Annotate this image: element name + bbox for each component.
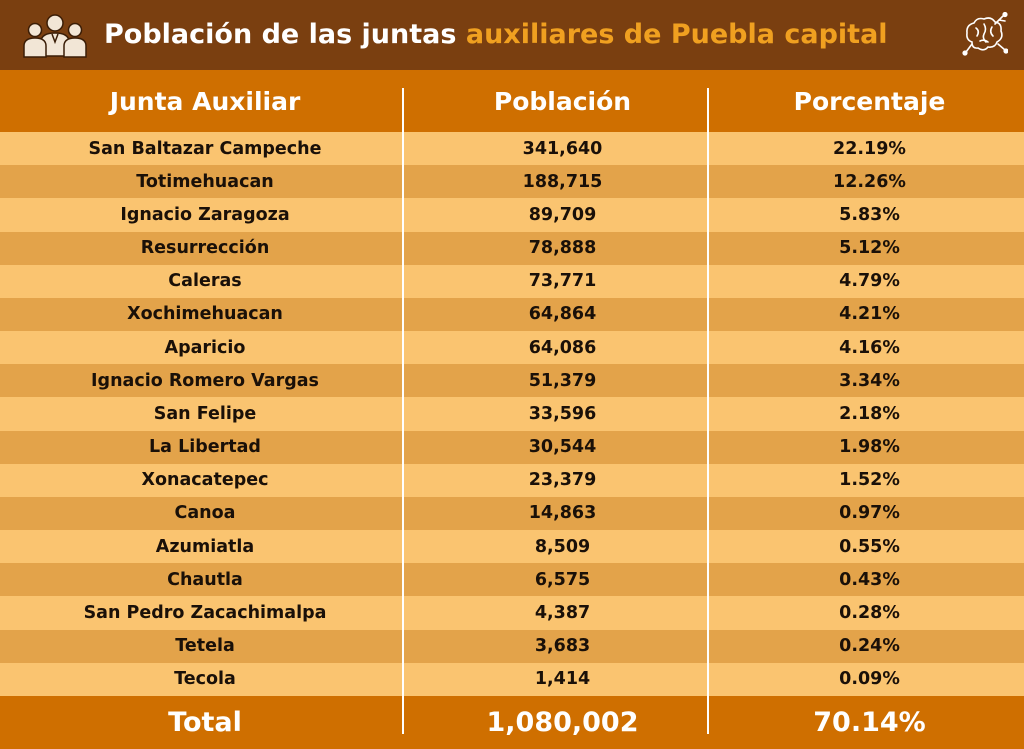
cell-poblacion: 6,575 bbox=[534, 569, 591, 590]
cell-porcentaje: 4.79% bbox=[839, 271, 900, 292]
table-row: Totimehuacan 188,715 12.26% bbox=[0, 165, 1024, 199]
cell-porcentaje: 4.21% bbox=[839, 304, 900, 325]
cell-poblacion: 4,387 bbox=[534, 602, 591, 623]
cell-porcentaje: 1.52% bbox=[839, 470, 900, 491]
cell-porcentaje: 0.97% bbox=[839, 503, 900, 524]
cell-junta: San Pedro Zacachimalpa bbox=[83, 602, 327, 623]
table-row: Tetela 3,683 0.24% bbox=[0, 629, 1024, 663]
cell-junta: San Felipe bbox=[153, 403, 257, 424]
cell-poblacion: 188,715 bbox=[522, 171, 603, 192]
people-group-icon bbox=[23, 14, 87, 58]
cell-junta: Azumiatla bbox=[155, 536, 255, 557]
cell-poblacion: 64,086 bbox=[528, 337, 597, 358]
cell-porcentaje: 3.34% bbox=[839, 370, 900, 391]
brain-circuit-icon bbox=[962, 12, 1008, 56]
table-row: Canoa 14,863 0.97% bbox=[0, 496, 1024, 531]
cell-porcentaje: 0.28% bbox=[839, 602, 900, 623]
column-header-poblacion: Población bbox=[493, 86, 632, 116]
table-header: Junta Auxiliar Población Porcentaje bbox=[0, 70, 1024, 132]
total-poblacion: 1,080,002 bbox=[486, 707, 639, 738]
cell-junta: Caleras bbox=[168, 271, 242, 292]
table-row: Xonacatepec 23,379 1.52% bbox=[0, 463, 1024, 497]
table-row: San Pedro Zacachimalpa 4,387 0.28% bbox=[0, 596, 1024, 630]
cell-junta: Xochimehuacan bbox=[127, 304, 283, 325]
table-row: La Libertad 30,544 1.98% bbox=[0, 430, 1024, 464]
cell-junta: Ignacio Romero Vargas bbox=[91, 370, 319, 391]
cell-junta: Chautla bbox=[167, 569, 243, 590]
cell-poblacion: 73,771 bbox=[528, 271, 597, 292]
cell-porcentaje: 0.09% bbox=[839, 669, 900, 690]
column-header-porcentaje: Porcentaje bbox=[793, 86, 946, 116]
table-row: Xochimehuacan 64,864 4.21% bbox=[0, 297, 1024, 332]
cell-porcentaje: 0.55% bbox=[839, 536, 900, 557]
cell-porcentaje: 0.24% bbox=[839, 636, 900, 657]
cell-poblacion: 1,414 bbox=[534, 669, 591, 690]
table-row: Aparicio 64,086 4.16% bbox=[0, 331, 1024, 365]
cell-junta: Aparicio bbox=[164, 337, 246, 358]
cell-porcentaje: 5.12% bbox=[839, 238, 900, 259]
column-header-junta: Junta Auxiliar bbox=[109, 86, 301, 116]
cell-poblacion: 51,379 bbox=[528, 370, 597, 391]
cell-poblacion: 33,596 bbox=[528, 403, 597, 424]
cell-junta: Xonacatepec bbox=[141, 470, 269, 491]
cell-junta: Tecola bbox=[174, 669, 236, 690]
total-row: Total 1,080,002 70.14% bbox=[0, 696, 1024, 749]
table-row: San Felipe 33,596 2.18% bbox=[0, 397, 1024, 431]
table-row: Tecola 1,414 0.09% bbox=[0, 662, 1024, 696]
total-porcentaje: 70.14% bbox=[813, 707, 926, 738]
cell-poblacion: 30,544 bbox=[528, 437, 597, 458]
table-row: San Baltazar Campeche 341,640 22.19% bbox=[0, 132, 1024, 166]
title-bar: Población de las juntas auxiliares de Pu… bbox=[0, 0, 1024, 70]
cell-porcentaje: 1.98% bbox=[839, 437, 900, 458]
cell-junta: Ignacio Zaragoza bbox=[120, 204, 290, 225]
cell-junta: San Baltazar Campeche bbox=[88, 138, 322, 159]
cell-poblacion: 78,888 bbox=[528, 238, 597, 259]
cell-poblacion: 89,709 bbox=[528, 204, 597, 225]
cell-junta: Tetela bbox=[175, 636, 235, 657]
cell-junta: Canoa bbox=[174, 503, 236, 524]
total-label: Total bbox=[168, 707, 242, 738]
cell-junta: Totimehuacan bbox=[136, 171, 274, 192]
cell-porcentaje: 0.43% bbox=[839, 569, 900, 590]
cell-poblacion: 341,640 bbox=[522, 138, 603, 159]
cell-poblacion: 64,864 bbox=[528, 304, 597, 325]
title-main: Población de las juntas bbox=[104, 19, 466, 50]
table-row: Resurrección 78,888 5.12% bbox=[0, 231, 1024, 265]
cell-junta: La Libertad bbox=[149, 437, 261, 458]
cell-poblacion: 14,863 bbox=[528, 503, 597, 524]
cell-porcentaje: 4.16% bbox=[839, 337, 900, 358]
cell-poblacion: 8,509 bbox=[534, 536, 591, 557]
table-row: Caleras 73,771 4.79% bbox=[0, 264, 1024, 298]
cell-porcentaje: 5.83% bbox=[839, 204, 900, 225]
column-divider bbox=[707, 88, 709, 734]
column-divider bbox=[402, 88, 404, 734]
table-row: Ignacio Zaragoza 89,709 5.83% bbox=[0, 198, 1024, 232]
cell-porcentaje: 12.26% bbox=[833, 171, 906, 192]
table-row: Chautla 6,575 0.43% bbox=[0, 563, 1024, 597]
table-row: Ignacio Romero Vargas 51,379 3.34% bbox=[0, 364, 1024, 398]
cell-porcentaje: 2.18% bbox=[839, 403, 900, 424]
cell-poblacion: 3,683 bbox=[534, 636, 591, 657]
page-title: Población de las juntas auxiliares de Pu… bbox=[104, 16, 954, 54]
cell-porcentaje: 22.19% bbox=[833, 138, 906, 159]
table-body: San Baltazar Campeche 341,640 22.19% Totime… bbox=[0, 132, 1024, 696]
cell-junta: Resurrección bbox=[140, 238, 270, 259]
cell-poblacion: 23,379 bbox=[528, 470, 597, 491]
table-row: Azumiatla 8,509 0.55% bbox=[0, 530, 1024, 564]
title-accent: auxiliares de Puebla capital bbox=[465, 19, 888, 50]
